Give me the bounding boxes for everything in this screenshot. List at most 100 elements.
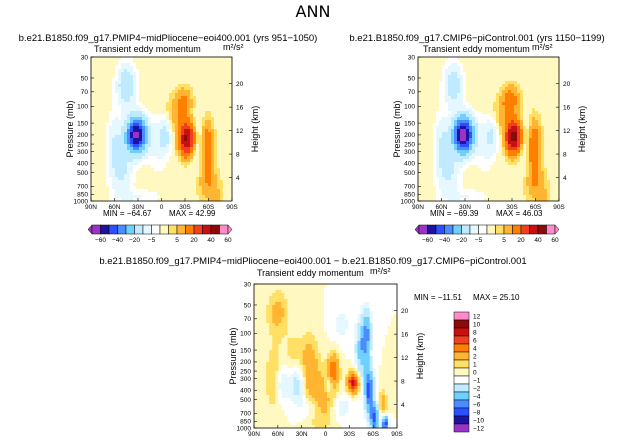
panel-1-cell [127, 165, 131, 169]
panel-3-cell [275, 302, 279, 306]
panel-2-cell [526, 69, 530, 73]
panel-2-cell [427, 72, 431, 76]
panel-2-cell [511, 174, 515, 178]
panel-2-cell [493, 60, 497, 64]
panel-1-cell [229, 81, 233, 85]
panel-1-cell [190, 150, 194, 154]
panel-1-cell [142, 132, 146, 136]
panel-1-cell [175, 123, 179, 127]
panel-1-cell [151, 84, 155, 88]
colorbar-1-swatch [91, 224, 101, 235]
panel-1-cell [208, 168, 212, 172]
panel-1-cell [199, 171, 203, 175]
panel-2-cell [448, 159, 452, 163]
panel-2-cell [553, 123, 557, 127]
colorbar-2-label: −60 [422, 237, 433, 244]
panel-2-cell [487, 60, 491, 64]
panel-1-cell [145, 138, 149, 142]
panel-1-cell [157, 165, 161, 169]
panel-2-cell [448, 189, 452, 193]
panel-1-cell [175, 96, 179, 100]
panel-2-cell [430, 99, 434, 103]
panel-1-cell [187, 90, 191, 94]
panel-1-cell [214, 84, 218, 88]
panel-1-cell [217, 81, 221, 85]
panel-2-cell [433, 75, 437, 79]
panel-1-cell [199, 90, 203, 94]
panel-1-cell [226, 108, 230, 112]
panel-2-cell [424, 105, 428, 109]
panel-2-cell [451, 129, 455, 133]
panel-2-cell [433, 189, 437, 193]
panel-2-cell [502, 123, 506, 127]
panel-1-cell [151, 81, 155, 85]
panel-1-cell [166, 195, 170, 199]
panel-1-cell [142, 135, 146, 139]
panel-2-cell [442, 183, 446, 187]
panel-1-cell [172, 123, 176, 127]
panel-2-cell [532, 126, 536, 130]
panel-1-cell [163, 78, 167, 82]
panel-1-cell [172, 186, 176, 190]
panel-2-cell [508, 66, 512, 70]
panel-1-cell [136, 138, 140, 142]
panel-2-cell [472, 111, 476, 115]
panel-1-cell [148, 168, 152, 172]
panel-1-cell [127, 63, 131, 67]
panel-1-cell [214, 180, 218, 184]
panel-1-cell [226, 135, 230, 139]
panel-2-cell [424, 117, 428, 121]
panel-3-cell [336, 296, 340, 300]
panel-1-cell [199, 165, 203, 169]
panel-2-cell [493, 144, 497, 148]
panel-1-cell [124, 159, 128, 163]
panel-1-cell [115, 99, 119, 103]
panel-1-cell [187, 96, 191, 100]
panel-2-cell [454, 117, 458, 121]
panel-1-cell [163, 183, 167, 187]
panel-1-cell [157, 111, 161, 115]
panel-1-cell [208, 93, 212, 97]
panel-2-cell [529, 87, 533, 91]
panel-1-cell [127, 138, 131, 142]
panel-2-cell [475, 96, 479, 100]
panel-2-cell [490, 87, 494, 91]
panel-2-cell [541, 66, 545, 70]
panel-1-cell [136, 90, 140, 94]
panel-1-cell [166, 63, 170, 67]
panel-2-cell [448, 78, 452, 82]
panel-1-cell [148, 57, 152, 61]
panel-2-cell [517, 114, 521, 118]
panel-2-cell [487, 63, 491, 67]
panel-2-cell [547, 69, 551, 73]
panel-1-cell [106, 132, 110, 136]
panel-3-cell [360, 293, 364, 297]
panel-1-cell [178, 90, 182, 94]
panel-2-cell [421, 198, 425, 202]
panel-2-cell [508, 165, 512, 169]
panel-1-cell [226, 159, 230, 163]
panel-2-cell [499, 78, 503, 82]
panel-2-cell [475, 153, 479, 157]
panel-1-cell [217, 165, 221, 169]
panel-1-cell [220, 186, 224, 190]
panel-1-cell [157, 141, 161, 145]
panel-1-cell [196, 165, 200, 169]
panel-2-cell [529, 168, 533, 172]
panel-1-cell [187, 84, 191, 88]
colorbar-1-swatch [142, 224, 152, 235]
panel-1-cell [211, 192, 215, 196]
panel-2-cell [433, 129, 437, 133]
panel-1-cell [193, 135, 197, 139]
panel-2-cell [469, 120, 473, 124]
panel-1-cell [124, 144, 128, 148]
panel-1-cell [211, 153, 215, 157]
panel-1-cell [151, 129, 155, 133]
panel-2-cell [529, 123, 533, 127]
panel-1-cell [103, 195, 107, 199]
panel-2-cell [436, 117, 440, 121]
panel-2-cell [538, 87, 542, 91]
panel-2-cell [445, 174, 449, 178]
panel-2-cell [493, 69, 497, 73]
panel-2-cell [514, 123, 518, 127]
